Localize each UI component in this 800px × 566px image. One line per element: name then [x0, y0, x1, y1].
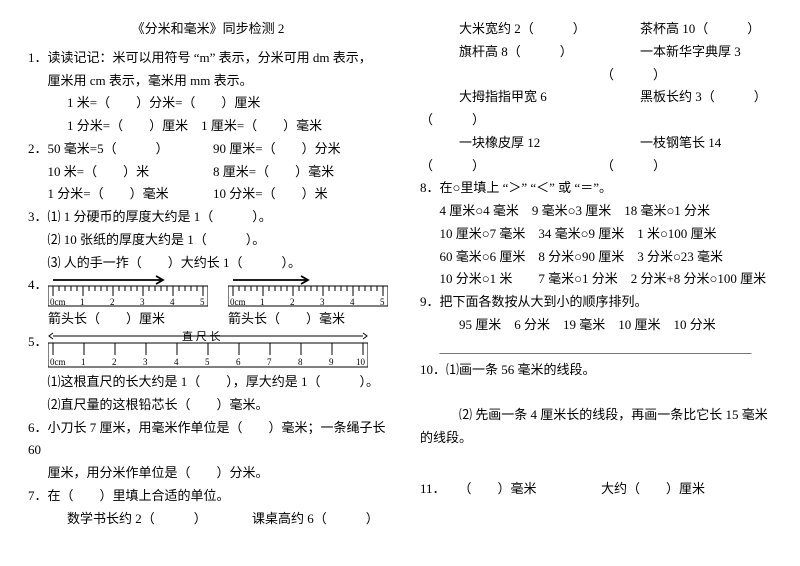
q5-2: ⑵直尺量的这根铅芯长（ ）毫米。: [28, 394, 388, 417]
q7-l1a: 数学书长约 2（ ）: [28, 508, 203, 531]
svg-text:1: 1: [260, 297, 265, 307]
svg-text:3: 3: [143, 357, 148, 367]
q8-l2: 10 厘米○7 毫米 34 毫米○9 厘米 1 米○100 厘米: [420, 223, 772, 246]
q4-answer-b: 箭头长（ ）毫米: [228, 308, 388, 331]
svg-text:2: 2: [112, 357, 117, 367]
svg-text:4: 4: [170, 297, 175, 307]
q2-line2b: 8 厘米=（ ）毫米: [213, 161, 388, 184]
q10-1: 10．⑴画一条 56 毫米的线段。: [420, 359, 772, 382]
q2-line3b: 10 分米=（ ）米: [213, 183, 388, 206]
svg-text:3: 3: [320, 297, 325, 307]
q3-3: ⑶ 人的手一拃（ ）大约长 1（ ）。: [28, 252, 388, 275]
q8-l3: 60 毫米○6 厘米 8 分米○90 厘米 3 分米○23 毫米: [420, 246, 772, 269]
svg-text:1: 1: [81, 357, 86, 367]
ruler-2-icon: 0cm 1 2 3 4 5: [228, 274, 388, 308]
r4a: 一块橡皮厚 12（ ）: [420, 132, 591, 178]
svg-text:5: 5: [200, 297, 205, 307]
r4b: 一枝钢笔长 14（ ）: [601, 132, 772, 178]
svg-text:8: 8: [298, 357, 303, 367]
svg-text:0cm: 0cm: [50, 357, 66, 367]
q2-line3a: 1 分米=（ ）毫米: [28, 183, 203, 206]
q5-1: ⑴这根直尺的长大约是 1（ ），厚大约是 1（ ）。: [28, 371, 388, 394]
q1-intro: 1．读读记记：米可以用符号 “m” 表示，分米可用 dm 表示，: [28, 47, 388, 70]
spacer2: [420, 450, 772, 478]
q2-line2a: 10 米=（ ）米: [28, 161, 203, 184]
r1b: 茶杯高 10（ ）: [601, 18, 772, 41]
svg-text:10: 10: [356, 357, 366, 367]
svg-text:5: 5: [205, 357, 210, 367]
q10-2: ⑵ 先画一条 4 厘米长的线段，再画一条比它长 15 毫米的线段。: [420, 404, 772, 450]
r3a: 大拇指指甲宽 6（ ）: [420, 86, 591, 132]
svg-text:9: 9: [329, 357, 334, 367]
svg-text:7: 7: [267, 357, 272, 367]
q9: 9．把下面各数按从大到小的顺序排列。: [420, 291, 772, 314]
r2a: 旗杆高 8（ ）: [420, 41, 591, 87]
worksheet-title: 《分米和毫米》同步检测 2: [28, 18, 388, 41]
q2-line1b: 90 厘米=（ ）分米: [213, 138, 388, 161]
q8-l4: 10 分米○1 米 7 毫米○1 分米 2 分米+8 分米○100 厘米: [420, 268, 772, 291]
q1-line2a: 1 分米=（ ）厘米: [67, 118, 188, 133]
ruler-3-icon: 直 尺 长 0cm 1 2 3 4 5 6 7 8 9 10: [48, 331, 368, 371]
svg-text:1: 1: [80, 297, 85, 307]
q5-prefix: 5．: [28, 331, 48, 354]
q3-1: 3．⑴ 1 分硬币的厚度大约是 1（ ）。: [28, 206, 388, 229]
q3-2: ⑵ 10 张纸的厚度大约是 1（ ）。: [28, 229, 388, 252]
q11-b: 大约（ ）厘米: [601, 478, 772, 501]
spacer: [420, 382, 772, 404]
ruler-1-icon: 0cm 1 2 3 4 5: [48, 274, 208, 308]
r2b: 一本新华字典厚 3（ ）: [601, 41, 772, 87]
q1-line2b: 1 厘米=（ ）毫米: [201, 118, 322, 133]
q2-line1a: 2．50 毫米=5（ ）: [28, 138, 203, 161]
q4-figures: 0cm 1 2 3 4 5: [48, 274, 388, 331]
q6a: 6．小刀长 7 厘米，用毫米作单位是（ ）毫米；一条绳子长 60: [28, 417, 388, 463]
r1a: 大米宽约 2（ ）: [420, 18, 591, 41]
q9-line: ＿＿＿＿＿＿＿＿＿＿＿＿＿＿＿＿＿＿＿＿＿＿＿＿: [420, 337, 772, 360]
svg-text:0cm: 0cm: [230, 297, 246, 307]
q1-line1: 1 米=（ ）分米=（ ）厘米: [28, 92, 388, 115]
svg-text:4: 4: [350, 297, 355, 307]
q7-l1b: 课桌高约 6（ ）: [213, 508, 388, 531]
q4-prefix: 4．: [28, 274, 48, 297]
svg-text:2: 2: [290, 297, 295, 307]
r3b: 黑板长约 3（ ）: [601, 86, 772, 132]
q6b: 厘米，用分米作单位是（ ）分米。: [28, 462, 388, 485]
svg-text:6: 6: [236, 357, 241, 367]
q4-answer-a: 箭头长（ ）厘米: [48, 308, 208, 331]
q1-intro2: 厘米用 cm 表示，毫米用 mm 表示。: [28, 70, 388, 93]
svg-text:0cm: 0cm: [50, 297, 66, 307]
q8-l1: 4 厘米○4 毫米 9 毫米○3 厘米 18 毫米○1 分米: [420, 200, 772, 223]
svg-text:4: 4: [174, 357, 179, 367]
svg-text:5: 5: [380, 297, 385, 307]
q9-vals: 95 厘米 6 分米 19 毫米 10 厘米 10 分米: [420, 314, 772, 337]
q11-a: 11． （ ）毫米: [420, 478, 591, 501]
right-column: 大米宽约 2（ ） 茶杯高 10（ ） 旗杆高 8（ ） 一本新华字典厚 3（ …: [420, 18, 772, 530]
svg-text:3: 3: [140, 297, 145, 307]
left-column: 《分米和毫米》同步检测 2 1．读读记记：米可以用符号 “m” 表示，分米可用 …: [28, 18, 388, 530]
q7: 7．在（ ）里填上合适的单位。: [28, 485, 388, 508]
svg-text:2: 2: [110, 297, 115, 307]
q8: 8．在○里填上 “＞” “＜” 或 “＝”。: [420, 177, 772, 200]
q5-label-svg: 直 尺 长: [182, 331, 221, 343]
